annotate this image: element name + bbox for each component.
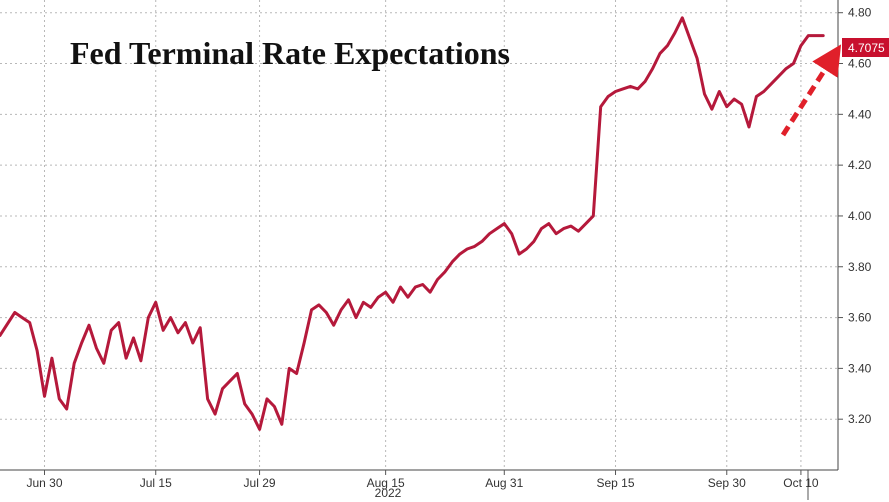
y-axis-ticks: 3.20 3.40 3.60 3.80 4.00 4.20 4.40 4.60 4.80	[838, 6, 872, 426]
x-tick-label: Sep 15	[596, 476, 634, 490]
x-tick-label: Jul 29	[244, 476, 276, 490]
x-axis-year-label: 2022	[375, 486, 402, 500]
y-tick-label: 4.00	[848, 209, 872, 223]
chart-title: Fed Terminal Rate Expectations	[70, 35, 510, 71]
x-axis-ticks: Jun 30 Jul 15 Jul 29 Aug 15 Aug 31 Sep 15 Sep …	[26, 470, 818, 490]
y-tick-label: 4.20	[848, 158, 872, 172]
last-value-badge: 4.7075	[842, 38, 889, 57]
series-line	[0, 18, 823, 430]
y-tick-label: 4.80	[848, 6, 872, 20]
y-tick-label: 3.60	[848, 311, 872, 325]
x-tick-label: Jun 30	[26, 476, 62, 490]
axes	[0, 0, 838, 500]
x-tick-label: Jul 15	[140, 476, 172, 490]
x-tick-label: Oct 10	[783, 476, 819, 490]
y-tick-label: 3.20	[848, 412, 872, 426]
last-value-label: 4.7075	[848, 41, 885, 55]
y-tick-label: 4.40	[848, 107, 872, 121]
y-tick-label: 3.80	[848, 260, 872, 274]
y-tick-label: 3.40	[848, 361, 872, 375]
series-layer	[0, 18, 823, 430]
x-tick-label: Aug 31	[485, 476, 523, 490]
y-tick-label: 4.60	[848, 57, 872, 71]
trend-arrow	[783, 57, 833, 135]
x-tick-label: Sep 30	[708, 476, 746, 490]
